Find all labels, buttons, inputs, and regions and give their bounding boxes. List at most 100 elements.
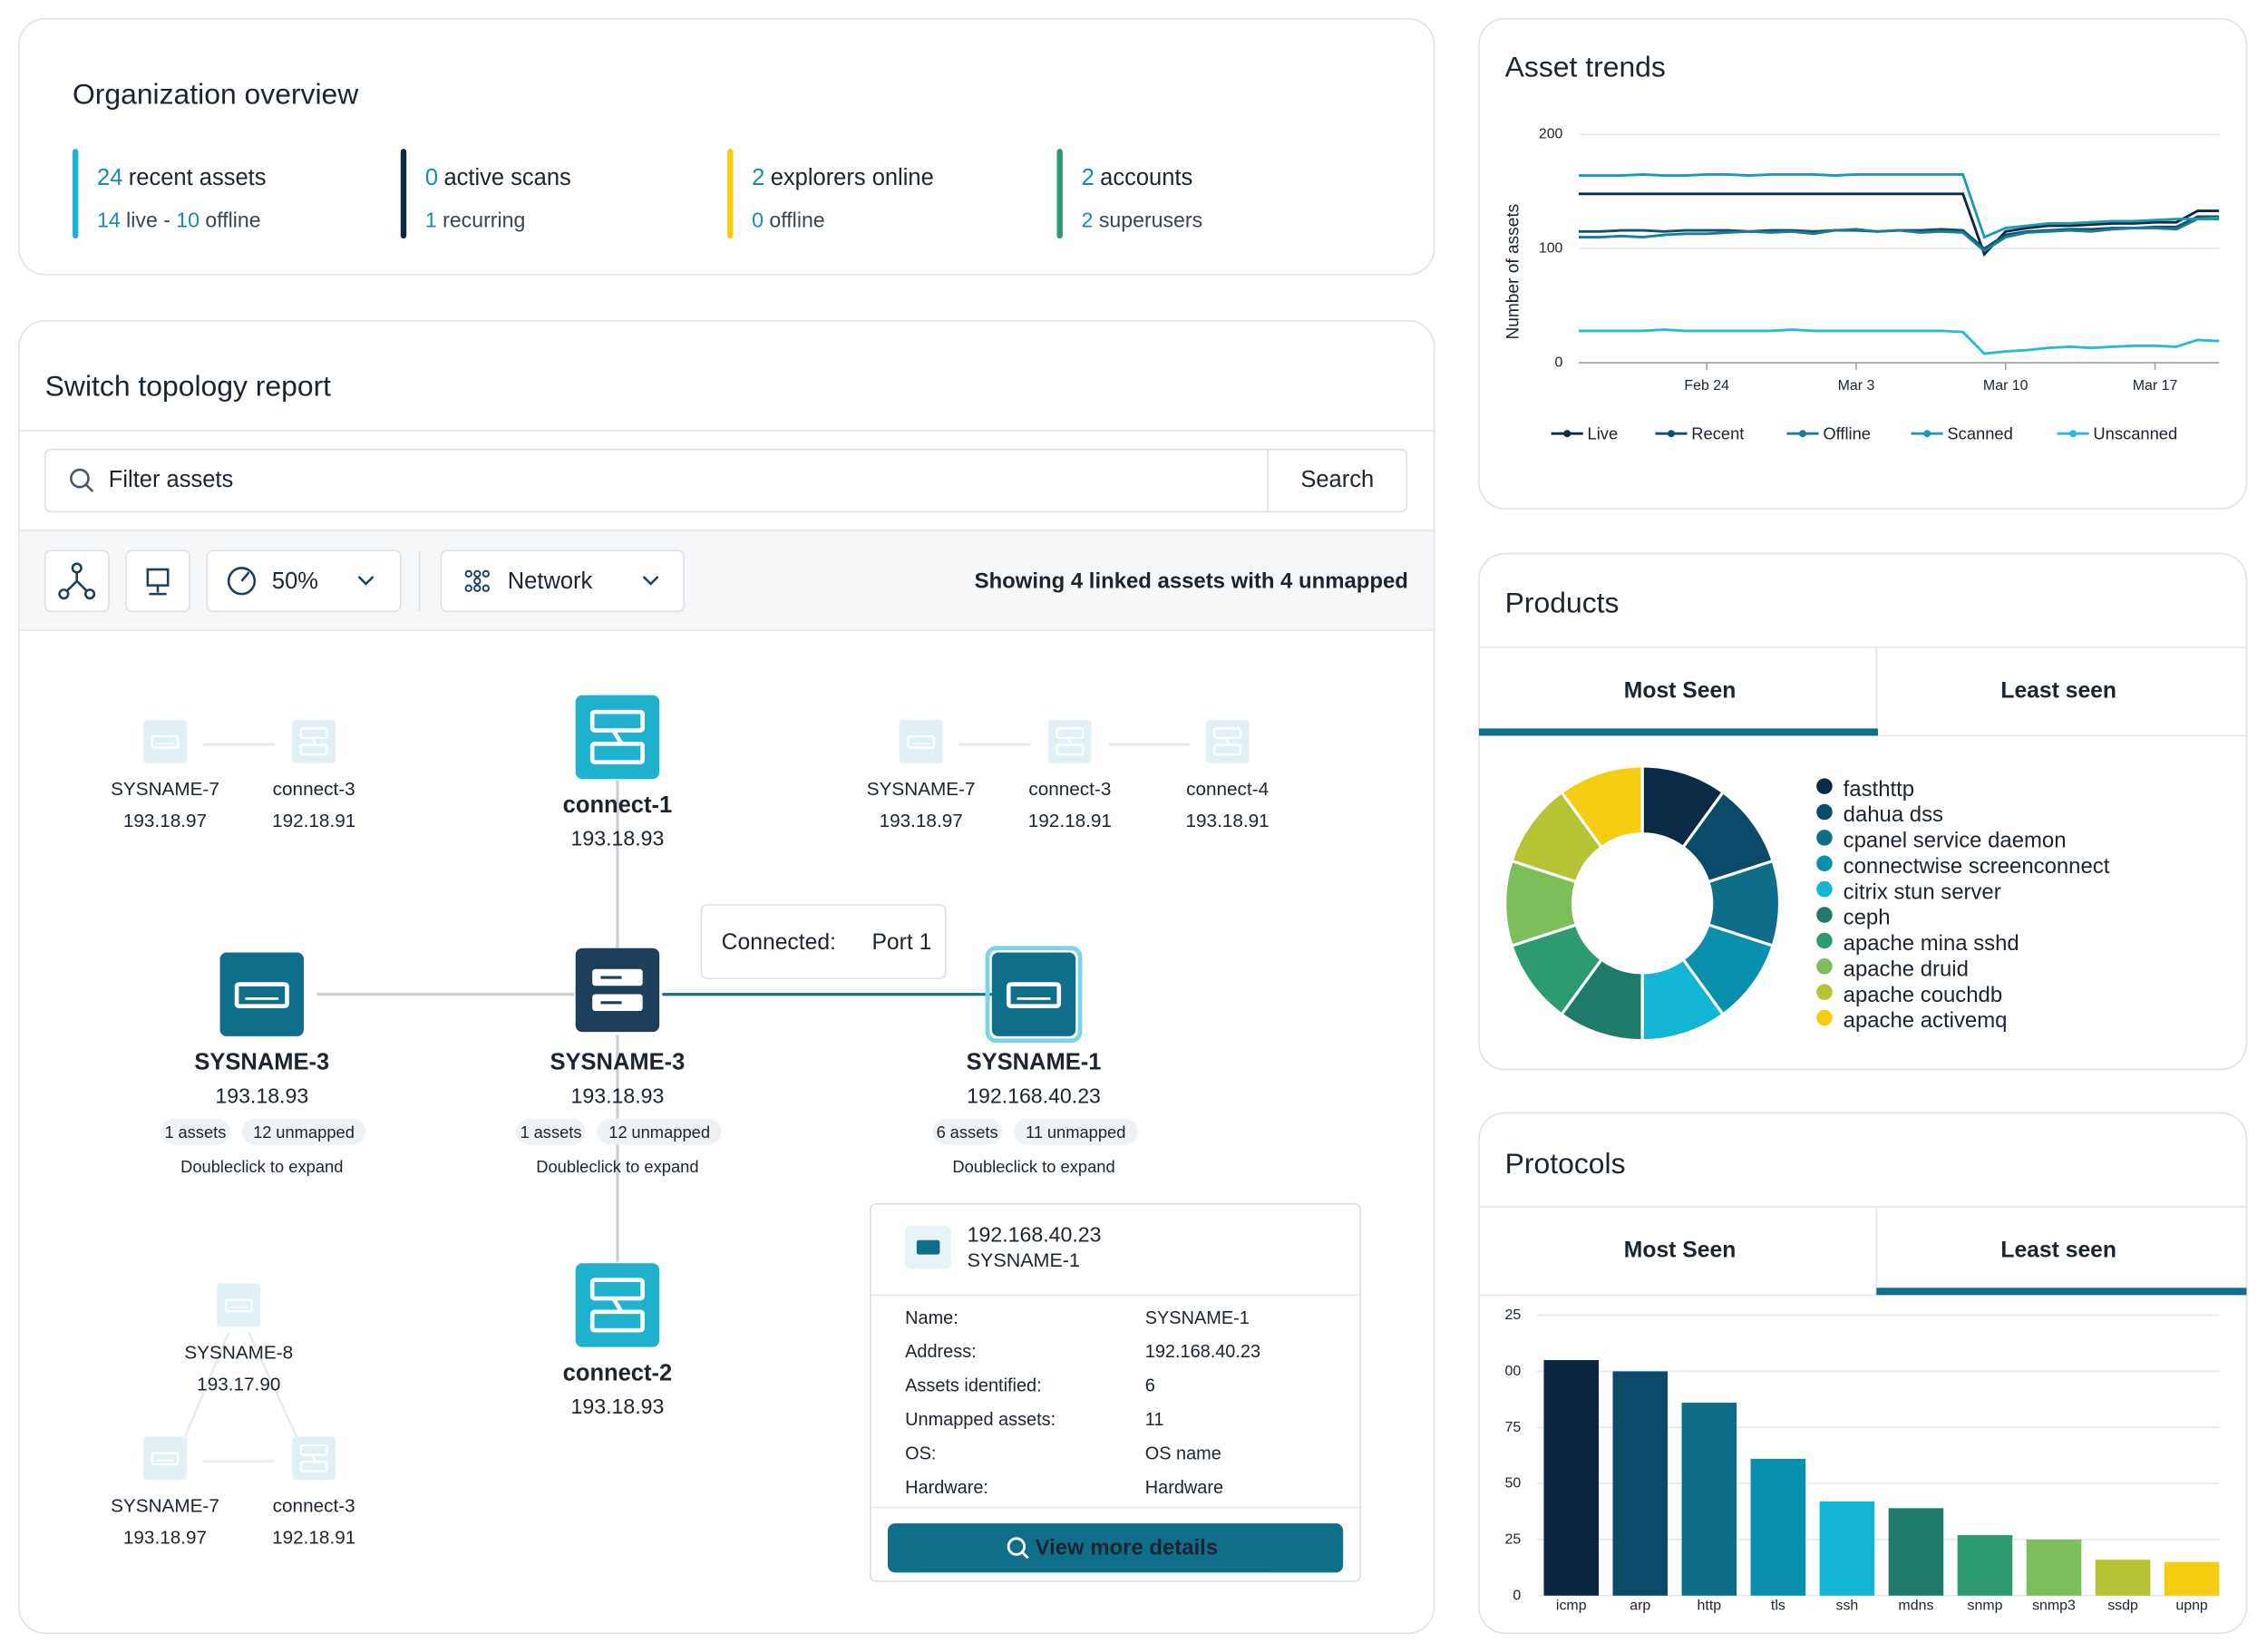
legend-label: ceph: [1844, 906, 1891, 930]
node-name[interactable]: connect-2: [563, 1360, 672, 1385]
text-part: 11: [1026, 1122, 1043, 1142]
detail-card: [870, 1203, 1362, 1582]
card: [1478, 1112, 2248, 1635]
detail-title: 192.168.40.23: [968, 1222, 1102, 1246]
bar: [1957, 1535, 2013, 1596]
legend-label: Offline: [1823, 424, 1871, 443]
y-tick-label: 0: [1555, 355, 1563, 371]
search-box[interactable]: [44, 448, 1408, 513]
text-part: 14: [97, 208, 121, 231]
field-label: Assets identified:: [905, 1376, 1041, 1396]
legend-label: dahua dss: [1844, 802, 1943, 827]
node-name[interactable]: SYSNAME-1: [967, 1050, 1102, 1075]
card: [1478, 17, 2248, 510]
icon-part: [611, 729, 624, 745]
field-value: 6: [1145, 1376, 1155, 1396]
node-ip: 193.18.93: [571, 827, 665, 850]
icon: [84, 588, 96, 600]
bar: [1750, 1458, 1806, 1596]
stat-bar: [1056, 149, 1063, 239]
badge-text: 11 unmapped: [1026, 1122, 1125, 1142]
badge: [516, 1118, 586, 1145]
node-icon: [217, 1283, 261, 1327]
icon-part: [151, 734, 180, 749]
field-label: OS:: [905, 1444, 936, 1464]
zoom-select[interactable]: [206, 549, 402, 613]
badge: [1013, 1118, 1138, 1145]
icon-part: [1056, 743, 1085, 756]
x-tick-label: snmp: [1967, 1598, 2002, 1613]
tool-button[interactable]: [125, 549, 190, 613]
selection: [985, 946, 1083, 1044]
tab[interactable]: Most Seen: [1624, 678, 1736, 703]
node-icon: [991, 952, 1076, 1036]
x-tick-label: mdns: [1898, 1598, 1933, 1613]
stat-main: 0 active scans: [425, 165, 571, 190]
icon-part: [1066, 737, 1074, 746]
node-ip: 193.18.97: [123, 1528, 207, 1549]
edge: [248, 1332, 298, 1437]
node-hint: Doubleclick to expand: [536, 1157, 698, 1176]
node-icon: [219, 952, 305, 1036]
node-name[interactable]: SYSNAME-3: [550, 1050, 686, 1075]
icon-part: [299, 1461, 328, 1472]
text-part: 2: [1082, 165, 1095, 190]
field-value: 11: [1145, 1410, 1164, 1430]
text-part: live: [126, 208, 158, 231]
legend-swatch: [1563, 430, 1571, 438]
icon-part: [151, 1452, 180, 1466]
node-name: connect-3: [273, 779, 355, 800]
node-ip: 192.18.91: [1028, 811, 1112, 831]
detail-subtitle: SYSNAME-1: [968, 1249, 1080, 1271]
badge: [597, 1118, 722, 1145]
details-button[interactable]: [888, 1523, 1344, 1573]
text-part: explorers online: [771, 165, 934, 190]
trend-line: [1578, 328, 2220, 355]
node-name: connect-3: [1028, 779, 1111, 800]
bar: [2026, 1539, 2082, 1596]
text-part: offline: [205, 208, 260, 231]
tab-indicator: [1876, 1288, 2247, 1296]
view-select[interactable]: [440, 549, 686, 613]
x-tick-label: upnp: [2175, 1598, 2208, 1613]
node-icon: [143, 1436, 187, 1481]
node-ip: 192.18.91: [272, 1528, 355, 1549]
legend-swatch: [1816, 907, 1833, 923]
icon: [146, 568, 170, 596]
text-part: assets: [534, 1122, 582, 1142]
search-button[interactable]: Search: [1300, 467, 1374, 492]
node-name: SYSNAME-7: [111, 1496, 219, 1517]
icon-part: [310, 1453, 317, 1463]
legend-label: connectwise screenconnect: [1844, 854, 2110, 879]
icon: [227, 567, 257, 596]
legend-swatch: [1816, 958, 1833, 975]
node-name[interactable]: connect-1: [563, 792, 672, 818]
tab[interactable]: Least seen: [2000, 1238, 2116, 1262]
x-tick-label: tls: [1771, 1598, 1785, 1613]
icon: [1007, 1537, 1026, 1556]
node-name: connect-4: [1186, 779, 1269, 800]
legend-label: apache activemq: [1844, 1008, 2008, 1033]
bar: [1819, 1501, 1875, 1596]
stat-detail: 2 superusers: [1082, 208, 1203, 231]
node-name[interactable]: SYSNAME-3: [194, 1050, 329, 1075]
legend-swatch: [1816, 778, 1833, 794]
x-tick-label: Feb 24: [1684, 378, 1729, 394]
node-icon: [899, 719, 943, 763]
icon: [357, 576, 375, 586]
text-part: assets: [950, 1122, 998, 1142]
card: [18, 17, 1435, 276]
icon-part: [299, 727, 328, 740]
tab[interactable]: Most Seen: [1624, 1238, 1736, 1262]
tab[interactable]: Least seen: [2000, 678, 2116, 703]
bar: [1612, 1371, 1669, 1596]
icon: [473, 569, 482, 578]
node-hint: Doubleclick to expand: [952, 1157, 1114, 1176]
bar: [2095, 1560, 2151, 1596]
field-value: 192.168.40.23: [1145, 1342, 1260, 1362]
icon-part: [611, 1297, 624, 1314]
legend-swatch: [1816, 984, 1833, 1000]
tooltip-label: Connected:: [722, 930, 836, 955]
text-part: 2: [1082, 208, 1094, 231]
x-tick-label: http: [1698, 1598, 1722, 1613]
